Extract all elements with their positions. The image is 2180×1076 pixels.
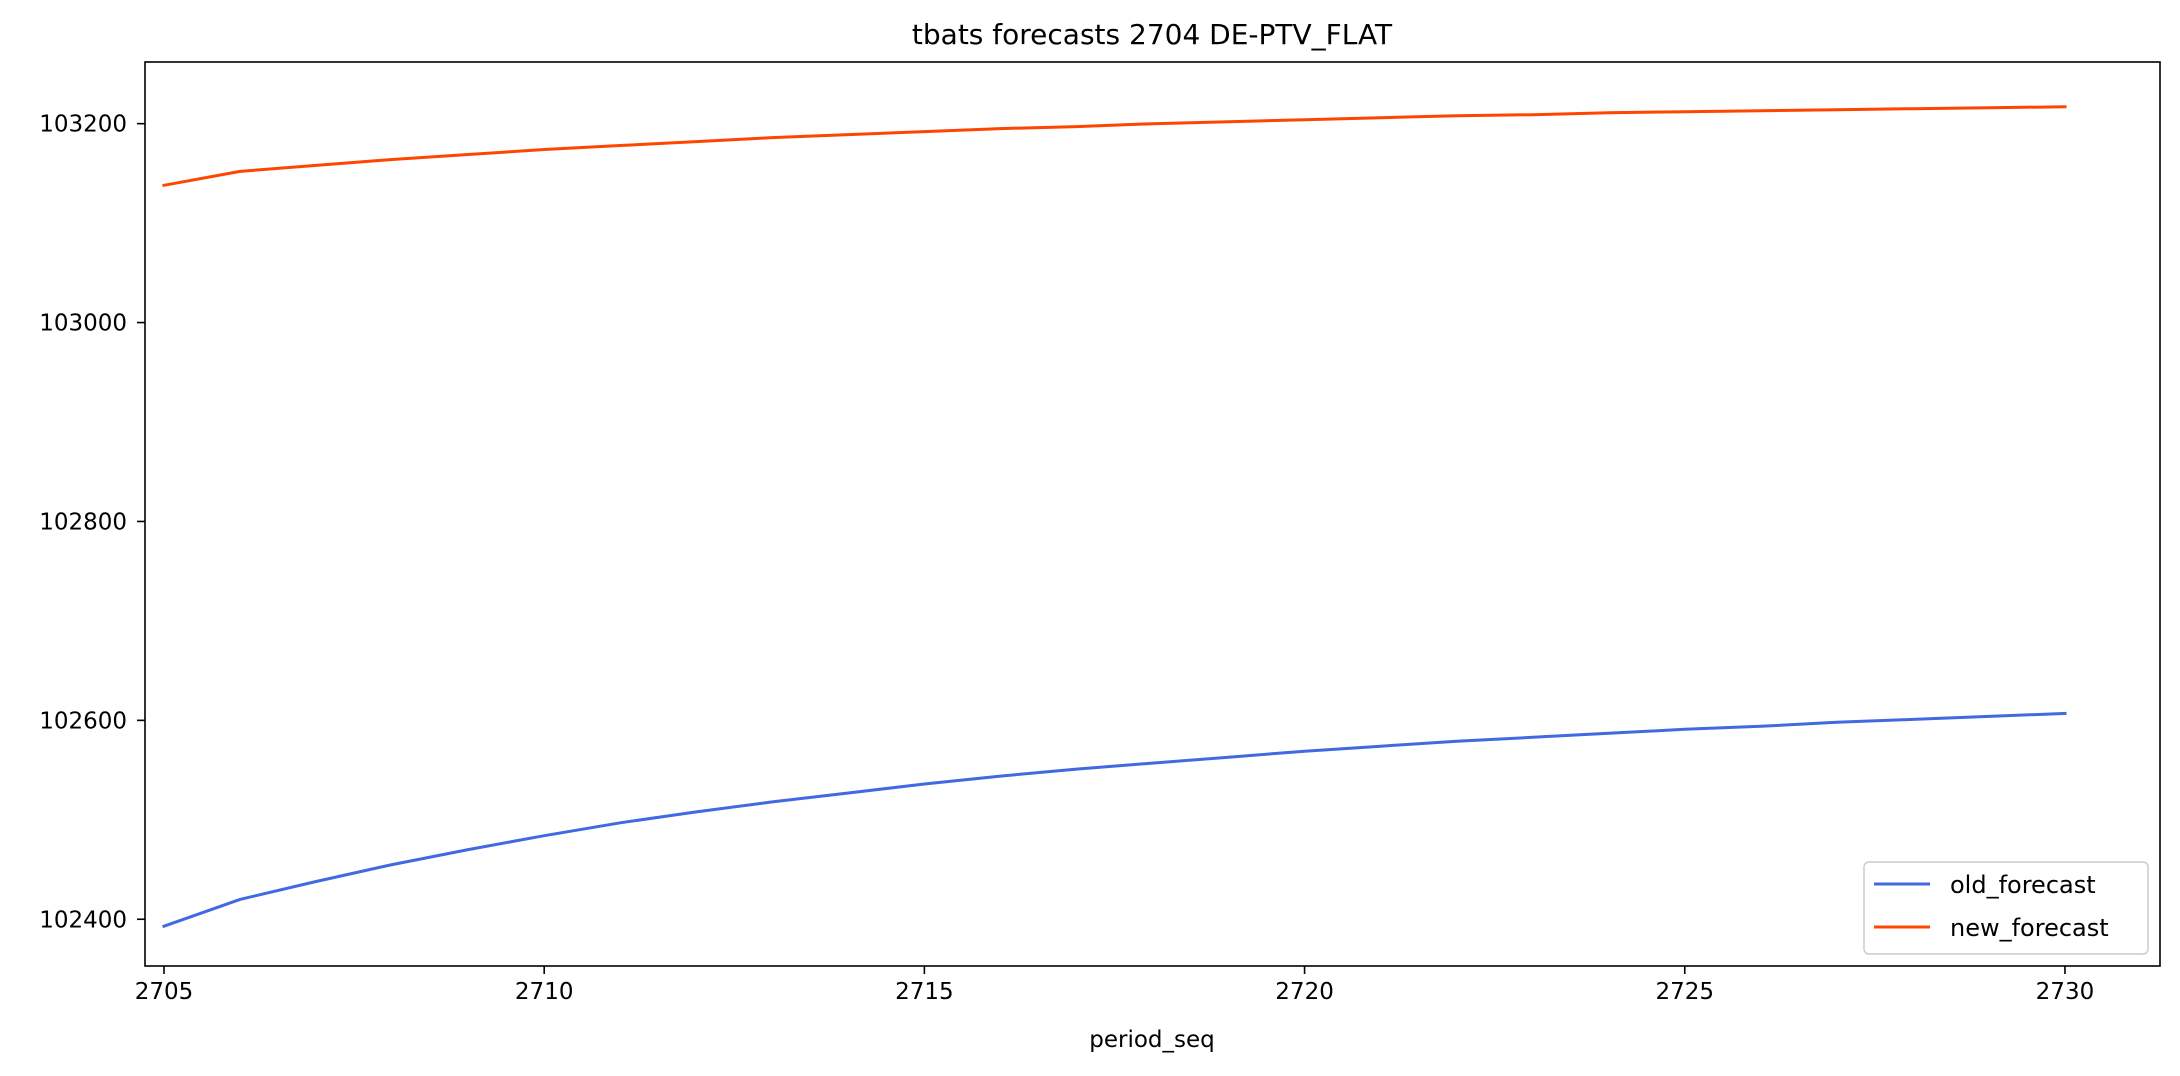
- y-tick-label-102400: 102400: [39, 907, 127, 933]
- legend-label-new-forecast: new_forecast: [1950, 914, 2109, 942]
- x-tick-label-2715: 2715: [895, 979, 954, 1005]
- chart-title: tbats forecasts 2704 DE-PTV_FLAT: [912, 18, 1393, 51]
- x-axis-label: period_seq: [1089, 1027, 1215, 1053]
- series-layer: [162, 105, 2067, 929]
- x-tick-label-2725: 2725: [1655, 979, 1714, 1005]
- series-line-new-forecast: [162, 105, 2067, 188]
- legend-label-old-forecast: old_forecast: [1950, 871, 2096, 899]
- y-tick-label-102800: 102800: [39, 509, 127, 535]
- legend: old_forecast new_forecast: [1863, 861, 2149, 955]
- x-tick-label-2710: 2710: [515, 979, 574, 1005]
- plot-frame: [144, 61, 2161, 967]
- y-tick-label-103000: 103000: [39, 311, 127, 337]
- y-tick-label-102600: 102600: [39, 708, 127, 734]
- x-tick-label-2720: 2720: [1275, 979, 1334, 1005]
- legend-box: [1863, 861, 2149, 955]
- x-tick-label-2730: 2730: [2036, 979, 2095, 1005]
- x-tick-label-2705: 2705: [135, 979, 194, 1005]
- series-line-old-forecast: [162, 711, 2067, 929]
- axis-layer: 2705 2710 2715 2720 2725 2730 102400 102600 1028…: [39, 112, 2094, 1005]
- y-tick-label-103200: 103200: [39, 112, 127, 138]
